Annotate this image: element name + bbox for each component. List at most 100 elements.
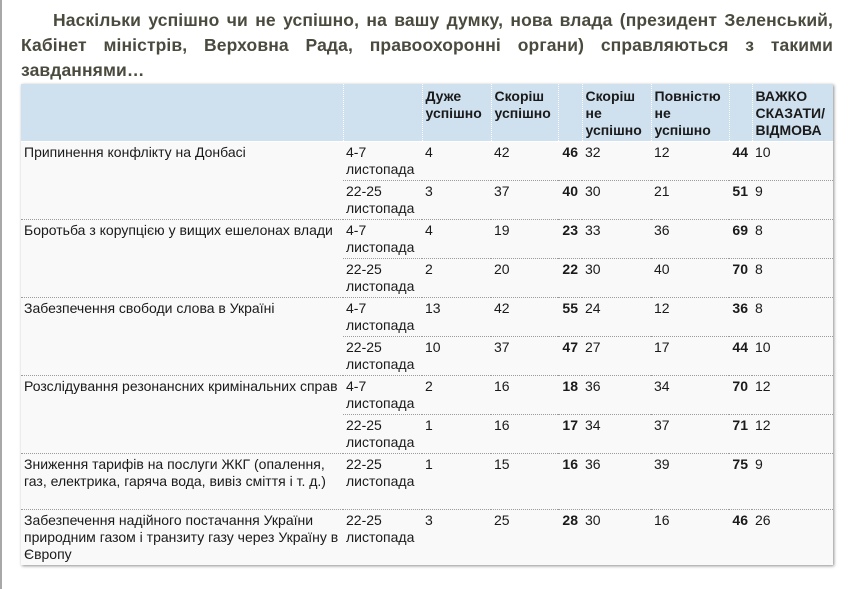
row-topic: Припинення конфлікту на Донбасі [21,141,343,220]
cell-rather-unsuccessful: 30 [582,180,651,220]
cell-success-total: 28 [558,509,582,565]
table-row: Припинення конфлікту на Донбасі 4-7 лист… [21,141,833,220]
cell-success-total: 18 [558,375,582,415]
header-very-successful: Дуже успішно [422,84,492,142]
cell-rather-successful: 15 [491,453,558,510]
cell-very-successful: 1 [422,414,491,454]
cell-hard-to-say: 10 [752,336,833,376]
row-date: 22-25 листопада [343,453,422,510]
cell-completely-unsuccessful: 36 [651,219,729,259]
cell-rather-successful: 20 [491,258,558,298]
cell-rather-successful: 37 [491,180,558,220]
cell-success-total: 40 [558,180,582,220]
cell-rather-successful: 37 [491,336,558,376]
cell-rather-unsuccessful: 36 [582,375,651,415]
row-date: 4-7 листопада [343,141,422,181]
cell-completely-unsuccessful: 17 [651,336,729,376]
header-completely-unsuccessful: Повністю не успішно [651,84,730,142]
row-topic: Зниження тарифів на послуги ЖКГ (опаленн… [21,453,343,510]
cell-hard-to-say: 10 [752,141,833,181]
cell-success-total: 22 [558,258,582,298]
cell-fail-total: 36 [729,297,752,337]
cell-fail-total: 44 [729,336,752,376]
cell-rather-successful: 19 [491,219,558,259]
cell-hard-to-say: 12 [752,375,833,415]
cell-fail-total: 71 [729,414,752,454]
cell-rather-successful: 42 [491,141,558,181]
survey-results-table-container: Дуже успішно Скоріш успішно Скоріш не ус… [21,84,833,565]
survey-question-heading: Наскільки успішно чи не успішно, на вашу… [21,10,833,80]
table-row: Зниження тарифів на послуги ЖКГ (опаленн… [21,453,833,510]
header-rather-unsuccessful: Скоріш не успішно [582,84,652,142]
cell-success-total: 16 [558,453,582,510]
header-topic [21,84,344,142]
cell-very-successful: 4 [422,219,491,259]
cell-success-total: 47 [558,336,582,376]
row-date: 4-7 листопада [343,297,422,337]
cell-rather-successful: 16 [491,414,558,454]
row-date: 4-7 листопада [343,219,422,259]
cell-hard-to-say: 9 [752,453,833,510]
cell-very-successful: 10 [422,336,491,376]
cell-rather-unsuccessful: 30 [582,258,651,298]
header-fail-total [729,84,753,142]
cell-rather-unsuccessful: 27 [582,336,651,376]
cell-very-successful: 2 [422,375,491,415]
cell-completely-unsuccessful: 12 [651,297,729,337]
cell-completely-unsuccessful: 39 [651,453,729,510]
cell-success-total: 17 [558,414,582,454]
row-date: 22-25 листопада [343,414,422,454]
cell-completely-unsuccessful: 37 [651,414,729,454]
cell-rather-unsuccessful: 30 [582,509,651,565]
cell-completely-unsuccessful: 34 [651,375,729,415]
table-row: 22-25 листопада 3 37 40 30 21 51 9 [21,180,833,220]
cell-rather-successful: 16 [491,375,558,415]
cell-hard-to-say: 8 [752,297,833,337]
cell-rather-successful: 25 [491,509,558,565]
row-topic: Забезпечення надійного постачання Україн… [21,509,343,565]
cell-very-successful: 4 [422,141,491,181]
cell-completely-unsuccessful: 16 [651,509,729,565]
cell-fail-total: 70 [729,375,752,415]
cell-fail-total: 51 [729,180,752,220]
row-date: 22-25 листопада [343,336,422,376]
cell-rather-unsuccessful: 34 [582,414,651,454]
cell-hard-to-say: 8 [752,258,833,298]
cell-fail-total: 75 [729,453,752,510]
cell-rather-unsuccessful: 24 [582,297,651,337]
table-row: 22-25 листопада 2 20 22 30 40 70 8 [21,258,833,298]
cell-rather-unsuccessful: 32 [582,141,651,181]
header-rather-successful: Скоріш успішно [491,84,559,142]
row-date: 4-7 листопада [343,375,422,415]
row-date: 22-25 листопада [343,258,422,298]
cell-very-successful: 3 [422,509,491,565]
cell-fail-total: 69 [729,219,752,259]
header-hard-to-say: ВАЖКО СКАЗАТИ/ ВІДМОВА [752,84,833,142]
survey-results-table: Дуже успішно Скоріш успішно Скоріш не ус… [21,84,833,565]
header-date [343,84,423,142]
row-topic: Забезпечення свободи слова в Україні [21,297,343,376]
cell-completely-unsuccessful: 12 [651,141,729,181]
table-header-row: Дуже успішно Скоріш успішно Скоріш не ус… [21,84,833,142]
cell-very-successful: 3 [422,180,491,220]
cell-hard-to-say: 9 [752,180,833,220]
page-left-border [0,0,2,589]
cell-very-successful: 1 [422,453,491,510]
header-success-total [558,84,583,142]
cell-hard-to-say: 12 [752,414,833,454]
row-date: 22-25 листопада [343,180,422,220]
table-row: Забезпечення свободи слова в Україні 4-7… [21,297,833,376]
cell-rather-successful: 42 [491,297,558,337]
row-topic: Боротьба з корупцією у вищих ешелонах вл… [21,219,343,298]
cell-success-total: 23 [558,219,582,259]
cell-success-total: 55 [558,297,582,337]
cell-hard-to-say: 8 [752,219,833,259]
cell-rather-unsuccessful: 33 [582,219,651,259]
cell-hard-to-say: 26 [752,509,833,565]
cell-rather-unsuccessful: 36 [582,453,651,510]
cell-very-successful: 2 [422,258,491,298]
cell-fail-total: 70 [729,258,752,298]
cell-fail-total: 46 [729,509,752,565]
row-date: 22-25 листопада [343,509,422,565]
cell-completely-unsuccessful: 21 [651,180,729,220]
